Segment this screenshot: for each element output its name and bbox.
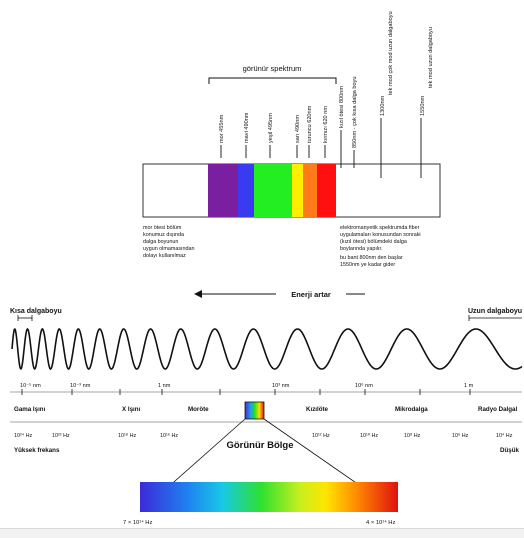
label-1550: 1550nm: [420, 95, 426, 116]
freq-tick-1: 10²⁴ Hz: [14, 433, 32, 439]
visible-region-title: Görünür Bölge: [226, 440, 293, 451]
high-frequency-label: Yüksek frekans: [14, 447, 60, 454]
label-red: kırmızı 620 nm: [323, 106, 329, 143]
long-wave-marker: [468, 315, 522, 321]
wl-tick-3: 1 nm: [158, 383, 171, 389]
violet-band: [208, 164, 238, 217]
red-band: [317, 164, 336, 217]
freq-tick-9: 10⁴ Hz: [496, 433, 513, 439]
freq-tick-5: 10¹² Hz: [312, 433, 330, 439]
freq-tick-2: 10²² Hz: [52, 433, 70, 439]
region-gamma: Gama Işını: [14, 406, 46, 413]
top-spectrum: görünür spektrum mor 455nm mavi 490nm y: [142, 11, 441, 268]
svg-text:bu bant 800nm den başlar: bu bant 800nm den başlar: [340, 255, 403, 261]
visible-spectrum-bracket: [208, 77, 337, 84]
region-labels: Gama Işını X Işını Moröte Kızılöte Mikro…: [14, 406, 517, 413]
svg-text:(kızıl ötesi) bölümdeki dalga: (kızıl ötesi) bölümdeki dalga: [340, 239, 407, 245]
region-microwave: Mikrodalga: [395, 406, 428, 413]
wl-tick-1: 10⁻⁵ nm: [20, 382, 41, 389]
wl-tick-4: 10³ nm: [272, 383, 290, 389]
label-ir-800: kızıl ötesi 800nm: [339, 86, 345, 128]
svg-text:uygulamaları konusundan sonrak: uygulamaları konusundan sonraki: [340, 232, 421, 238]
visible-right-freq: 4 × 10¹⁴ Hz: [366, 519, 395, 526]
wl-tick-2: 10⁻³ nm: [70, 383, 91, 389]
region-xray: X Işını: [122, 406, 141, 413]
wavelength-scale: 10⁻⁵ nm 10⁻³ nm 1 nm 10³ nm 10⁶ nm 1 m: [10, 382, 522, 395]
green-band: [254, 164, 292, 217]
short-wave-marker: [17, 315, 33, 321]
label-1300-desc: tek mod çok mod uzun dalgaboyu: [388, 11, 394, 95]
label-green: yeşil 495nm: [268, 113, 274, 143]
svg-text:uygun olmamasından: uygun olmamasından: [143, 246, 195, 252]
orange-band: [303, 164, 317, 217]
label-yellow: sarı 490nm: [295, 115, 301, 143]
bottom-divider: [0, 528, 524, 538]
wl-tick-5: 10⁶ nm: [355, 382, 373, 389]
visible-band-marker: [244, 401, 265, 420]
label-orange: turuncu 620nm: [307, 105, 313, 143]
svg-text:boylarında yapılır.: boylarında yapılır.: [340, 246, 383, 252]
svg-text:dalga boyunun: dalga boyunun: [143, 239, 178, 245]
region-radio: Radyo Dalgal: [478, 406, 517, 413]
svg-text:konumuz dışında: konumuz dışında: [143, 232, 184, 238]
note-left: mor ötesi bölüm konumuz dışında dalga bo…: [143, 225, 195, 259]
visible-spectrum-title: görünür spektrum: [243, 64, 302, 73]
visible-left-freq: 7 × 10¹⁴ Hz: [123, 519, 152, 526]
energy-label: Enerji artar: [291, 290, 331, 299]
long-wavelength-label: Uzun dalgaboyu: [468, 308, 522, 315]
short-wavelength-label: Kısa dalgaboyu: [10, 308, 62, 315]
freq-tick-7: 10⁸ Hz: [404, 433, 421, 439]
spectrum-tick-lines: [220, 118, 422, 178]
note-right: elektromanyetik spektrumda fiber uygulam…: [340, 225, 421, 268]
spectrum-tick-labels: mor 455nm mavi 490nm yeşil 495nm sarı 49…: [219, 11, 434, 148]
label-1550-desc: tek mod uzun dalgaboyu: [428, 27, 434, 88]
blue-band: [238, 164, 254, 217]
wl-tick-6: 1 m: [464, 383, 474, 389]
frequency-scale: 10²⁴ Hz 10²² Hz 10¹⁸ Hz 10¹⁶ Hz 10¹² Hz …: [10, 421, 522, 454]
yellow-band: [292, 164, 303, 217]
label-violet: mor 455nm: [219, 114, 225, 143]
energy-arrow: Enerji artar: [194, 290, 365, 299]
em-wave: [11, 327, 523, 370]
region-ir: Kızılöte: [306, 406, 329, 413]
visible-region-gradient: [140, 482, 398, 512]
svg-text:1550nm ye kadar gider: 1550nm ye kadar gider: [340, 262, 395, 268]
svg-text:elektromanyetik spektrumda fib: elektromanyetik spektrumda fiber: [340, 225, 420, 231]
label-1300: 1300nm: [380, 95, 386, 116]
label-850: 850nm - çok kısa dalga boyu: [352, 76, 358, 148]
freq-tick-6: 10¹⁰ Hz: [360, 433, 378, 439]
label-blue: mavi 490nm: [244, 112, 250, 143]
low-frequency-label: Düşük: [500, 447, 519, 454]
freq-tick-8: 10⁶ Hz: [452, 433, 469, 439]
freq-tick-3: 10¹⁸ Hz: [118, 433, 136, 439]
svg-text:dolayı kullanılmaz: dolayı kullanılmaz: [143, 253, 186, 259]
svg-text:mor ötesi bölüm: mor ötesi bölüm: [143, 225, 182, 231]
region-uv: Moröte: [188, 406, 209, 413]
freq-tick-4: 10¹⁶ Hz: [160, 433, 178, 439]
